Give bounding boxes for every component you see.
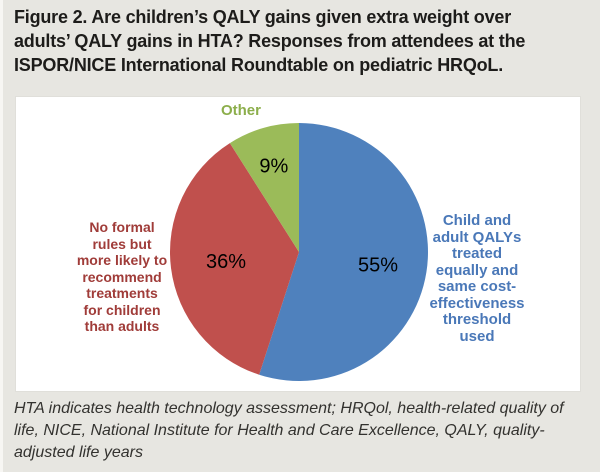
category-label-no-formal-rules: No formal rules but more likely to recom… <box>76 219 168 334</box>
pie-chart: 55% 36% 9% <box>169 123 428 381</box>
chart-panel: 55% 36% 9% Other No formal rules but more … <box>15 96 581 392</box>
pie-percent-label-no-formal-rules: 36% <box>206 251 246 273</box>
category-label-other: Other <box>220 102 261 119</box>
pie-slice-no-formal-rules <box>169 143 299 375</box>
pie-slice-other <box>229 123 299 252</box>
left-edge-highlight <box>0 0 3 472</box>
figure-title: Figure 2. Are children’s QALY gains give… <box>14 7 526 75</box>
figure-footnote: HTA indicates health technology assessme… <box>14 400 564 461</box>
pie-slice-child-adult-qalys-equal <box>259 123 428 381</box>
pie-percent-label-child-adult-qalys-equal: 55% <box>358 255 398 277</box>
pie-percent-label-other: 9% <box>259 155 288 177</box>
category-label-child-adult-qalys-equal: Child and adult QALYs treated equally an… <box>429 212 525 345</box>
